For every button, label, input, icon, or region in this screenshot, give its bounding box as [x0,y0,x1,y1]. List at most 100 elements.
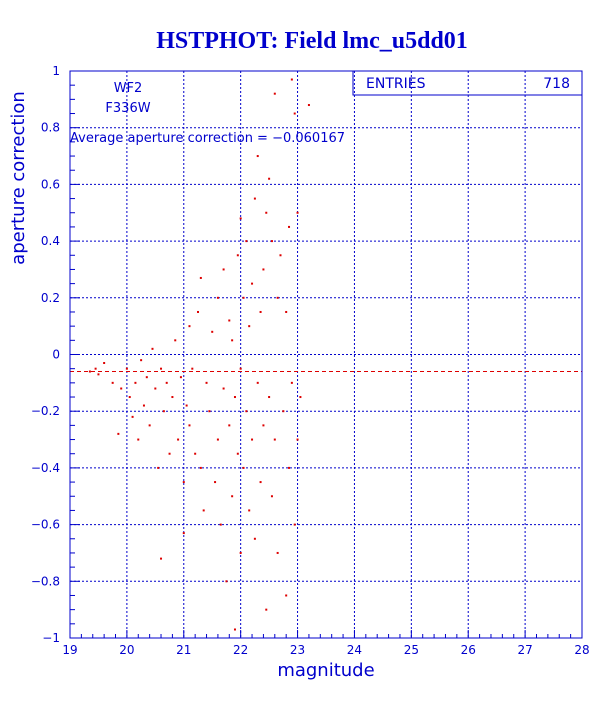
data-point [248,325,251,328]
data-point [285,594,288,597]
data-point [233,628,236,631]
data-point [233,396,236,399]
data-point [228,319,231,322]
data-point [242,296,245,299]
x-axis-title: magnitude [277,660,374,681]
chart-title: HSTPHOT: Field lmc_u5dd01 [156,28,468,54]
data-point [290,78,293,81]
x-tick-label: 26 [461,643,476,657]
y-tick-label: −0.8 [31,574,60,588]
data-point [134,381,137,384]
data-point [242,466,245,469]
data-point [256,381,259,384]
data-point [245,240,248,243]
y-tick-label: 1 [52,64,60,78]
data-point [293,523,296,526]
data-point [268,396,271,399]
data-point [171,396,174,399]
data-point [288,466,291,469]
y-tick-label: 0 [52,348,60,362]
x-tick-label: 22 [233,643,248,657]
data-point [145,376,148,379]
x-tick-label: 21 [176,643,191,657]
y-axis-title: aperture correction [8,91,29,265]
data-point [265,608,268,611]
data-point [208,410,211,413]
data-point [202,509,205,512]
y-tick-label: −0.2 [31,404,60,418]
data-point [142,404,145,407]
data-point [199,466,202,469]
data-point [231,339,234,342]
data-point [270,240,273,243]
data-point [262,424,265,427]
data-point [219,523,222,526]
data-point [248,509,251,512]
data-point [148,424,151,427]
data-point [103,362,106,365]
data-point [197,310,199,313]
data-point [296,211,299,214]
x-tick-label: 19 [62,643,77,657]
x-tick-label: 25 [404,643,419,657]
data-point [211,330,214,333]
data-point [157,466,160,469]
data-point [231,495,234,498]
y-tick-label: 0.2 [41,291,60,305]
data-point [236,254,239,257]
data-point [251,438,254,441]
data-point [216,438,219,441]
data-point [239,217,242,220]
data-point [199,276,202,279]
data-point [120,387,123,390]
x-tick-label: 23 [290,643,305,657]
y-tick-label: 0.4 [41,234,60,248]
data-point [288,225,291,228]
data-point [276,551,279,554]
data-point [307,104,310,107]
stats-entries-label: ENTRIES [366,76,426,92]
x-tick-label: 20 [119,643,134,657]
data-point [185,404,188,407]
data-point [188,325,191,328]
data-point [259,481,262,484]
data-point [128,396,131,399]
data-point [228,424,231,427]
y-tick-label: −1 [42,631,60,645]
data-point [239,367,242,370]
average-annotation: Average aperture correction = −0.060167 [70,131,345,146]
data-point [273,438,276,441]
data-point [177,438,180,441]
data-point [222,268,225,271]
data-point [182,481,185,484]
data-point [154,387,157,390]
data-point [293,112,296,115]
data-point [262,268,265,271]
data-point [182,532,185,535]
data-points [88,78,310,631]
data-point [256,155,259,158]
data-point [253,197,256,200]
data-point [191,367,194,370]
grid-lines [70,71,582,638]
data-point [290,381,293,384]
data-point [216,296,219,299]
data-point [205,381,208,384]
y-tick-label: 0.6 [41,177,60,191]
data-point [151,347,154,350]
data-point [299,396,302,399]
y-tick-label: −0.6 [31,518,60,532]
x-tick-label: 28 [574,643,589,657]
data-point [268,177,271,180]
data-point [88,370,91,373]
data-point [165,381,168,384]
data-point [214,481,217,484]
data-point [125,367,128,370]
data-point [225,580,228,583]
y-tick-label: −0.4 [31,461,60,475]
filter-label: F336W [105,101,150,116]
data-point [162,410,165,413]
stats-box-frame [352,70,583,96]
